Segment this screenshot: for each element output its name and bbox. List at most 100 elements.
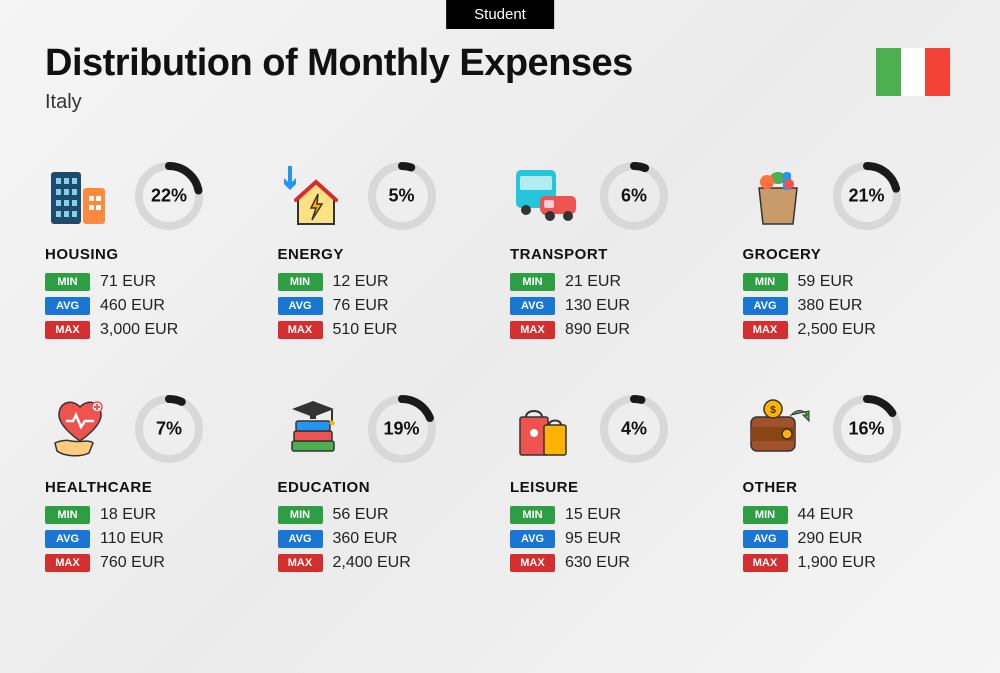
flag-stripe-red	[925, 48, 950, 96]
max-value: 1,900 EUR	[798, 554, 876, 572]
min-tag: MIN	[45, 273, 90, 291]
max-tag: MAX	[743, 321, 788, 339]
avg-tag: AVG	[45, 297, 90, 315]
percentage-label: 5%	[388, 186, 414, 207]
min-tag: MIN	[45, 506, 90, 524]
category-card-grocery: 21% GROCERY MIN 59 EUR AVG 380 EUR MAX 2…	[743, 160, 956, 345]
category-card-healthcare: 7% HEALTHCARE MIN 18 EUR AVG 110 EUR MAX…	[45, 393, 258, 578]
stat-max: MAX 760 EUR	[45, 554, 258, 572]
stat-avg: AVG 76 EUR	[278, 297, 491, 315]
stat-min: MIN 15 EUR	[510, 506, 723, 524]
stat-avg: AVG 130 EUR	[510, 297, 723, 315]
percentage-ring: 19%	[366, 393, 438, 465]
stat-max: MAX 1,900 EUR	[743, 554, 956, 572]
student-badge: Student	[446, 0, 554, 29]
percentage-ring: 5%	[366, 160, 438, 232]
avg-tag: AVG	[45, 530, 90, 548]
percentage-label: 19%	[383, 419, 419, 440]
avg-tag: AVG	[743, 530, 788, 548]
grad-books-icon	[278, 397, 348, 461]
max-value: 3,000 EUR	[100, 321, 178, 339]
category-name: LEISURE	[510, 479, 723, 496]
avg-tag: AVG	[510, 297, 555, 315]
avg-value: 360 EUR	[333, 530, 398, 548]
min-tag: MIN	[510, 273, 555, 291]
stat-max: MAX 2,400 EUR	[278, 554, 491, 572]
category-card-energy: 5% ENERGY MIN 12 EUR AVG 76 EUR MAX 510 …	[278, 160, 491, 345]
percentage-label: 7%	[156, 419, 182, 440]
percentage-ring: 21%	[831, 160, 903, 232]
category-name: ENERGY	[278, 246, 491, 263]
percentage-label: 22%	[151, 186, 187, 207]
min-value: 56 EUR	[333, 506, 389, 524]
avg-tag: AVG	[278, 530, 323, 548]
italy-flag-icon	[876, 48, 950, 96]
percentage-ring: 4%	[598, 393, 670, 465]
min-value: 44 EUR	[798, 506, 854, 524]
stat-avg: AVG 110 EUR	[45, 530, 258, 548]
max-tag: MAX	[278, 321, 323, 339]
avg-tag: AVG	[743, 297, 788, 315]
avg-tag: AVG	[278, 297, 323, 315]
page-subtitle: Italy	[45, 91, 633, 114]
percentage-label: 16%	[848, 419, 884, 440]
percentage-ring: 7%	[133, 393, 205, 465]
min-tag: MIN	[743, 506, 788, 524]
category-card-other: $ 16% OTHER MIN 44 EUR AVG 290 EUR MAX 1…	[743, 393, 956, 578]
min-value: 18 EUR	[100, 506, 156, 524]
max-value: 760 EUR	[100, 554, 165, 572]
max-value: 2,400 EUR	[333, 554, 411, 572]
avg-value: 130 EUR	[565, 297, 630, 315]
stat-min: MIN 59 EUR	[743, 273, 956, 291]
bolt-house-icon	[278, 164, 348, 228]
stat-min: MIN 71 EUR	[45, 273, 258, 291]
page-title: Distribution of Monthly Expenses	[45, 42, 633, 85]
min-value: 15 EUR	[565, 506, 621, 524]
max-tag: MAX	[45, 554, 90, 572]
max-tag: MAX	[743, 554, 788, 572]
header: Distribution of Monthly Expenses Italy	[45, 42, 633, 114]
max-tag: MAX	[510, 321, 555, 339]
stat-max: MAX 890 EUR	[510, 321, 723, 339]
percentage-ring: 16%	[831, 393, 903, 465]
max-value: 2,500 EUR	[798, 321, 876, 339]
avg-value: 380 EUR	[798, 297, 863, 315]
buildings-icon	[45, 164, 115, 228]
stat-avg: AVG 95 EUR	[510, 530, 723, 548]
stat-avg: AVG 290 EUR	[743, 530, 956, 548]
min-value: 71 EUR	[100, 273, 156, 291]
avg-value: 290 EUR	[798, 530, 863, 548]
category-card-transport: 6% TRANSPORT MIN 21 EUR AVG 130 EUR MAX …	[510, 160, 723, 345]
percentage-label: 6%	[621, 186, 647, 207]
grocery-bag-icon	[743, 164, 813, 228]
max-tag: MAX	[510, 554, 555, 572]
wallet-arrow-icon: $	[743, 397, 813, 461]
min-tag: MIN	[743, 273, 788, 291]
category-name: HEALTHCARE	[45, 479, 258, 496]
max-value: 510 EUR	[333, 321, 398, 339]
category-card-leisure: 4% LEISURE MIN 15 EUR AVG 95 EUR MAX 630…	[510, 393, 723, 578]
stat-max: MAX 510 EUR	[278, 321, 491, 339]
flag-stripe-white	[901, 48, 926, 96]
stat-min: MIN 12 EUR	[278, 273, 491, 291]
flag-stripe-green	[876, 48, 901, 96]
bus-car-icon	[510, 164, 580, 228]
avg-value: 460 EUR	[100, 297, 165, 315]
heart-hand-icon	[45, 397, 115, 461]
category-card-education: 19% EDUCATION MIN 56 EUR AVG 360 EUR MAX…	[278, 393, 491, 578]
stat-min: MIN 21 EUR	[510, 273, 723, 291]
min-tag: MIN	[510, 506, 555, 524]
category-name: GROCERY	[743, 246, 956, 263]
avg-tag: AVG	[510, 530, 555, 548]
stat-max: MAX 630 EUR	[510, 554, 723, 572]
stat-min: MIN 44 EUR	[743, 506, 956, 524]
min-value: 12 EUR	[333, 273, 389, 291]
percentage-ring: 22%	[133, 160, 205, 232]
max-value: 630 EUR	[565, 554, 630, 572]
avg-value: 76 EUR	[333, 297, 389, 315]
stat-avg: AVG 380 EUR	[743, 297, 956, 315]
max-value: 890 EUR	[565, 321, 630, 339]
max-tag: MAX	[278, 554, 323, 572]
stat-max: MAX 2,500 EUR	[743, 321, 956, 339]
shopping-bags-icon	[510, 397, 580, 461]
